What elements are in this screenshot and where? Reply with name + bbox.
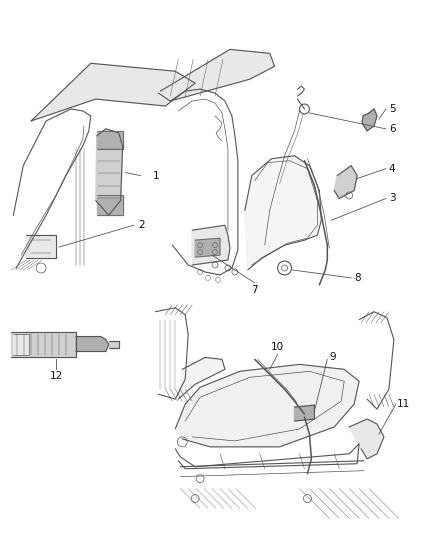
Polygon shape <box>31 63 195 121</box>
Polygon shape <box>97 131 123 149</box>
Polygon shape <box>175 365 359 447</box>
Text: 11: 11 <box>397 399 410 409</box>
Text: 3: 3 <box>389 193 396 204</box>
Polygon shape <box>362 109 377 131</box>
Polygon shape <box>245 156 321 270</box>
Polygon shape <box>334 166 357 198</box>
Polygon shape <box>97 196 123 215</box>
Text: 8: 8 <box>354 273 361 283</box>
Polygon shape <box>109 341 119 349</box>
Polygon shape <box>13 334 29 356</box>
Text: 5: 5 <box>389 104 396 114</box>
Text: 12: 12 <box>49 372 63 381</box>
Polygon shape <box>11 332 76 358</box>
Polygon shape <box>76 336 109 351</box>
Polygon shape <box>178 358 225 399</box>
Polygon shape <box>195 238 220 257</box>
Polygon shape <box>294 405 314 421</box>
Polygon shape <box>349 419 384 459</box>
Text: 9: 9 <box>329 352 336 362</box>
Polygon shape <box>26 235 56 258</box>
Text: 2: 2 <box>138 220 145 230</box>
Polygon shape <box>159 50 275 101</box>
Text: 1: 1 <box>152 171 159 181</box>
Polygon shape <box>96 129 123 215</box>
Text: 7: 7 <box>251 285 258 295</box>
Text: 10: 10 <box>271 342 284 352</box>
Text: 4: 4 <box>389 164 396 174</box>
Polygon shape <box>192 225 230 265</box>
Text: 6: 6 <box>389 124 396 134</box>
